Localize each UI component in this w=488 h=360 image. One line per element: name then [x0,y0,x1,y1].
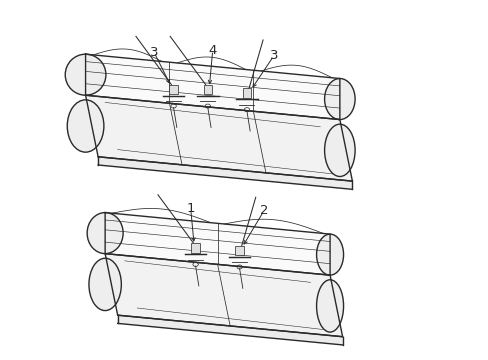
Text: 2: 2 [259,204,268,217]
Ellipse shape [324,124,354,176]
Ellipse shape [89,258,121,311]
Ellipse shape [316,280,343,332]
Text: 3: 3 [149,46,158,59]
Polygon shape [105,212,329,275]
Text: 3: 3 [269,49,278,62]
Ellipse shape [87,212,123,253]
Polygon shape [105,253,342,337]
Text: 1: 1 [186,202,195,215]
Polygon shape [118,315,342,345]
Polygon shape [85,95,352,181]
Bar [242,88,251,98]
Ellipse shape [65,54,106,95]
Bar [203,85,212,94]
Bar [235,246,244,255]
Polygon shape [85,54,339,120]
Ellipse shape [316,234,343,275]
Bar [191,243,200,253]
Text: 4: 4 [208,44,217,57]
Ellipse shape [67,100,103,152]
Polygon shape [98,157,352,189]
Bar [169,85,178,94]
Ellipse shape [324,78,354,120]
